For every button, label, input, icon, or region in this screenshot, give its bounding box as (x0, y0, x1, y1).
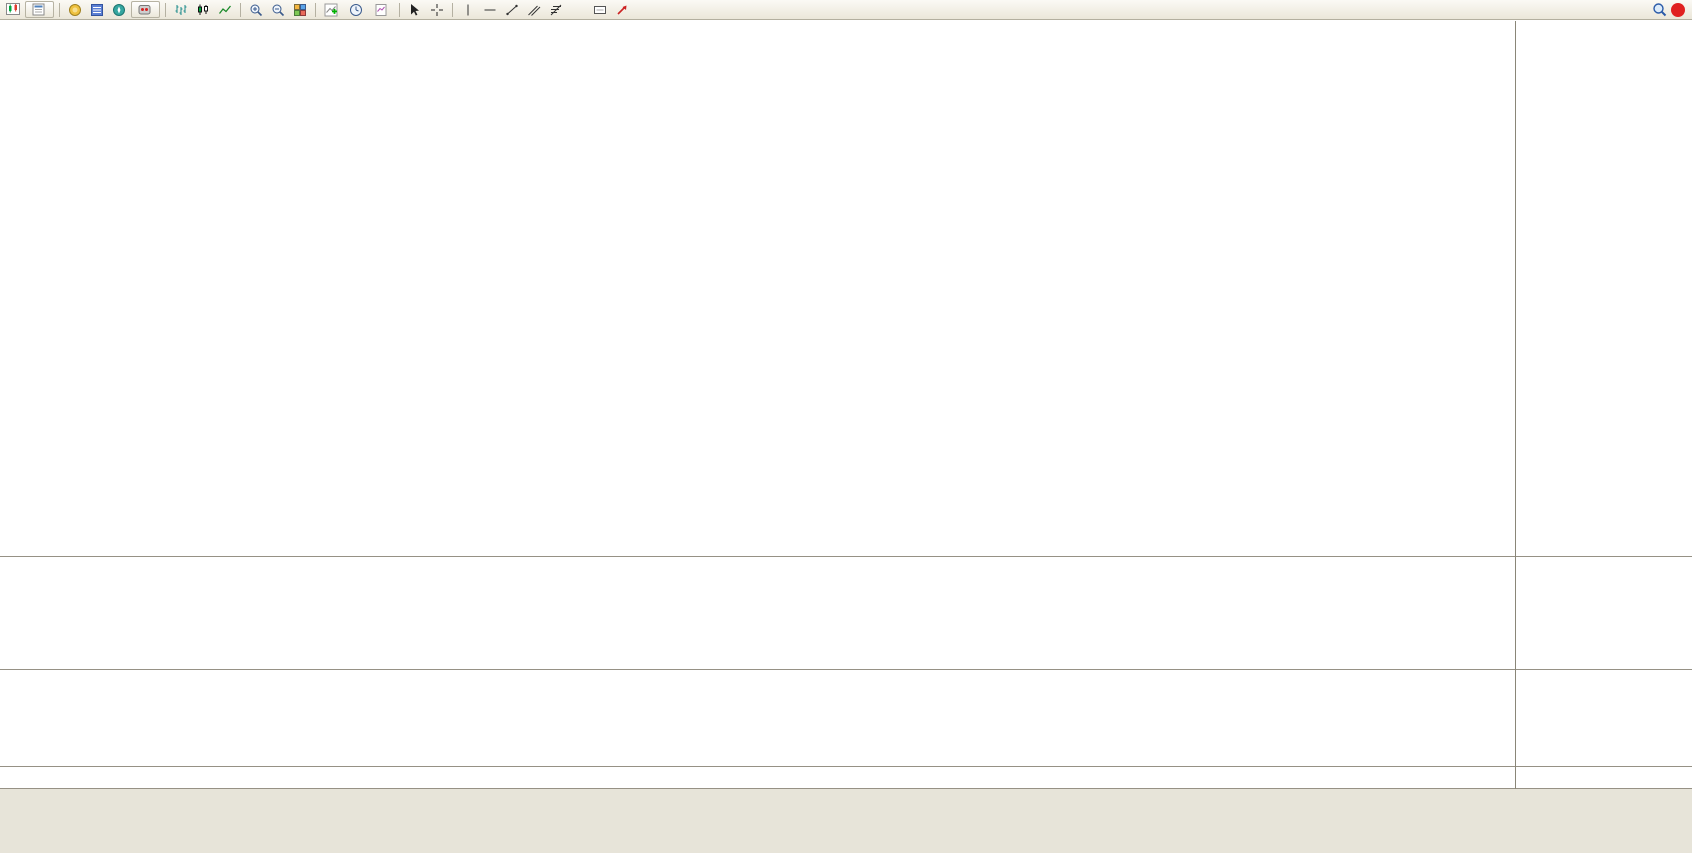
chart-window-icon[interactable] (3, 1, 23, 18)
separator (165, 2, 166, 17)
macd-panel[interactable] (0, 557, 1692, 670)
price-scale[interactable] (1516, 21, 1692, 767)
autotrading-icon (137, 1, 151, 18)
cursor-icon[interactable] (405, 1, 425, 18)
macd-chart[interactable] (0, 557, 1515, 670)
indicators-icon[interactable] (321, 1, 341, 18)
arrows-tool-icon[interactable] (612, 1, 632, 18)
templates-icon[interactable] (371, 1, 391, 18)
separator (240, 2, 241, 17)
label-tool-icon[interactable] (590, 1, 610, 18)
crosshair-icon[interactable] (427, 1, 447, 18)
chart-candles-icon[interactable] (193, 1, 213, 18)
fibonacci-icon[interactable] (546, 1, 566, 18)
separator (452, 2, 453, 17)
chart-bars-icon[interactable] (171, 1, 191, 18)
zoom-in-icon[interactable] (246, 1, 266, 18)
autotrading-button[interactable] (131, 1, 160, 18)
market-watch-icon[interactable] (65, 1, 85, 18)
channel-icon[interactable] (524, 1, 544, 18)
time-axis[interactable] (0, 767, 1692, 789)
new-order-button[interactable] (25, 1, 54, 18)
rsi-panel[interactable] (0, 670, 1692, 767)
main-chart-panel[interactable] (0, 21, 1692, 557)
navigator-icon[interactable] (109, 1, 129, 18)
trendline-icon[interactable] (502, 1, 522, 18)
vertical-line-icon[interactable] (458, 1, 478, 18)
horizontal-line-icon[interactable] (480, 1, 500, 18)
separator (399, 2, 400, 17)
new-order-icon (31, 1, 45, 18)
candlestick-chart[interactable] (0, 21, 1515, 557)
periods-icon[interactable] (346, 1, 366, 18)
search-icon[interactable] (1649, 1, 1669, 18)
rsi-chart[interactable] (0, 670, 1515, 767)
separator (59, 2, 60, 17)
notification-badge[interactable] (1671, 2, 1685, 17)
window-background (0, 789, 1692, 853)
toolbar (0, 0, 1692, 20)
text-tool-icon[interactable] (568, 1, 588, 18)
tile-windows-icon[interactable] (290, 1, 310, 18)
separator (315, 2, 316, 17)
zoom-out-icon[interactable] (268, 1, 288, 18)
chart-line-icon[interactable] (215, 1, 235, 18)
data-window-icon[interactable] (87, 1, 107, 18)
price-scale-divider (1515, 21, 1516, 789)
